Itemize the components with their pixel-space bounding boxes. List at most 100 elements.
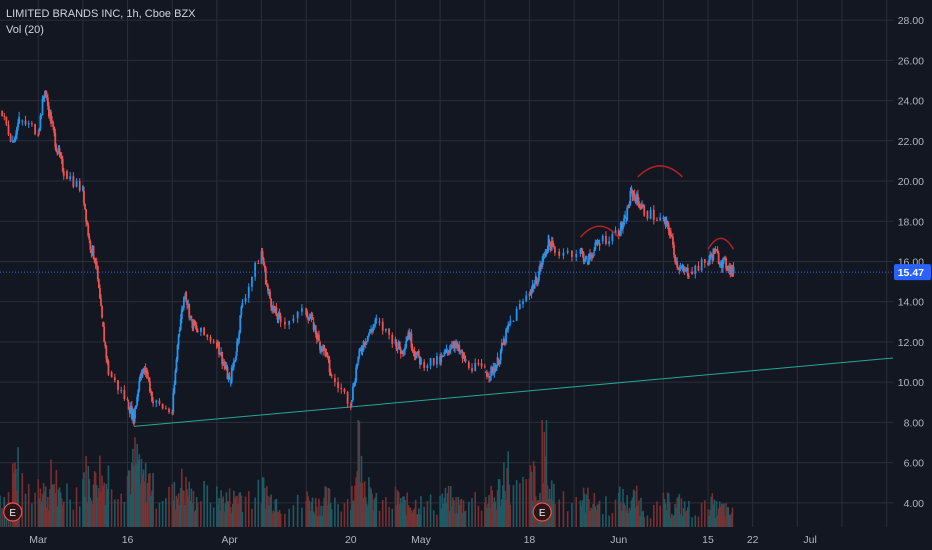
volume-bar xyxy=(228,488,231,527)
time-axis[interactable]: Mar 16 Apr 20 May 18 Jun 15 22 Jul xyxy=(29,534,817,546)
earnings-marker[interactable]: E xyxy=(3,502,23,522)
candle-body xyxy=(349,403,352,408)
volume-bar xyxy=(408,507,411,527)
volume-bar xyxy=(200,501,202,527)
candle-body xyxy=(272,305,275,311)
candle-body xyxy=(631,191,634,197)
volume-bar xyxy=(447,485,450,527)
volume-bar xyxy=(323,497,326,527)
volume-bar xyxy=(45,507,48,527)
candle-body xyxy=(496,357,499,365)
volume-bar xyxy=(137,460,140,527)
candle-body xyxy=(126,398,129,400)
candle-body xyxy=(358,349,361,357)
volume-bar xyxy=(439,495,441,527)
candle-body xyxy=(489,376,491,378)
volume-bar xyxy=(440,508,442,527)
candle-body xyxy=(436,356,438,365)
candle-body xyxy=(545,250,548,255)
volume-bar xyxy=(222,496,225,527)
candle-body xyxy=(21,120,24,122)
volume-bar xyxy=(407,505,410,527)
candle-body xyxy=(589,253,591,257)
candle-body xyxy=(307,317,310,321)
candle-body xyxy=(531,284,534,290)
volume-bar xyxy=(388,506,390,527)
candle-body xyxy=(308,318,311,321)
volume-bar xyxy=(322,505,324,527)
volume-bar xyxy=(419,514,421,527)
volume-bar xyxy=(673,515,675,527)
candle-body xyxy=(679,267,682,270)
earnings-marker[interactable]: E xyxy=(532,502,552,522)
candle-body xyxy=(396,348,399,350)
volume-bar xyxy=(579,500,582,527)
candle-body xyxy=(229,381,232,383)
volume-bar xyxy=(491,490,494,527)
volume-bar xyxy=(480,510,483,527)
candle-body xyxy=(212,341,215,343)
volume-bar xyxy=(391,508,394,527)
volume-bar xyxy=(180,468,183,527)
volume-bar xyxy=(271,513,273,527)
pattern-arcs[interactable] xyxy=(579,165,735,250)
volume-bar xyxy=(132,448,134,527)
y-tick-label: 28.00 xyxy=(898,15,924,27)
volume-bar xyxy=(358,421,361,527)
volume-bar xyxy=(269,496,271,527)
candle-body xyxy=(234,359,236,362)
candle-body xyxy=(5,116,8,125)
volume-bar xyxy=(381,500,384,527)
candle-body xyxy=(352,386,354,401)
price-axis[interactable]: 4.006.008.0010.0012.0014.0016.0018.0020.… xyxy=(893,0,932,550)
volume-bar xyxy=(640,497,642,527)
volume-indicator-label[interactable]: Vol (20) xyxy=(6,24,44,36)
volume-bar xyxy=(588,499,590,527)
x-tick-label: May xyxy=(411,534,432,546)
volume-bar xyxy=(168,486,170,527)
candle-body xyxy=(270,298,272,307)
candle-body xyxy=(226,366,229,380)
candle-body xyxy=(30,123,33,125)
candle-body xyxy=(13,137,16,143)
volume-bars xyxy=(0,420,734,527)
volume-bar xyxy=(239,492,242,527)
volume-bar xyxy=(639,516,641,527)
volume-bar xyxy=(107,465,110,527)
volume-bar xyxy=(635,485,638,527)
candle-body xyxy=(222,362,225,365)
candle-body xyxy=(467,362,470,369)
candle-body xyxy=(593,249,596,252)
symbol-title[interactable]: LIMITED BRANDS INC, 1h, Cboe BZX xyxy=(6,8,196,20)
candle-body xyxy=(483,366,486,368)
candle-body xyxy=(477,363,480,365)
candle-body xyxy=(89,241,92,250)
volume-bar xyxy=(272,510,275,527)
candle-body xyxy=(262,258,265,266)
candle-body xyxy=(687,276,690,278)
candle-body xyxy=(624,215,626,219)
volume-bar xyxy=(675,507,677,527)
candle-body xyxy=(407,332,410,338)
candle-body xyxy=(34,124,36,135)
candle-body xyxy=(152,401,154,404)
candle-body xyxy=(554,247,556,253)
volume-bar xyxy=(681,515,684,527)
candle-body xyxy=(147,377,150,381)
volume-bar xyxy=(553,483,555,527)
volume-bar xyxy=(642,510,644,527)
volume-bar xyxy=(712,504,715,527)
volume-bar xyxy=(459,500,462,527)
trendline[interactable] xyxy=(133,357,894,427)
volume-bar xyxy=(423,506,425,527)
volume-bar xyxy=(95,485,98,527)
volume-bar xyxy=(224,503,227,527)
candle-body xyxy=(391,334,394,344)
candle-body xyxy=(450,345,453,349)
candle-body xyxy=(408,331,411,340)
volume-bar xyxy=(461,513,464,527)
volume-bar xyxy=(173,481,176,527)
